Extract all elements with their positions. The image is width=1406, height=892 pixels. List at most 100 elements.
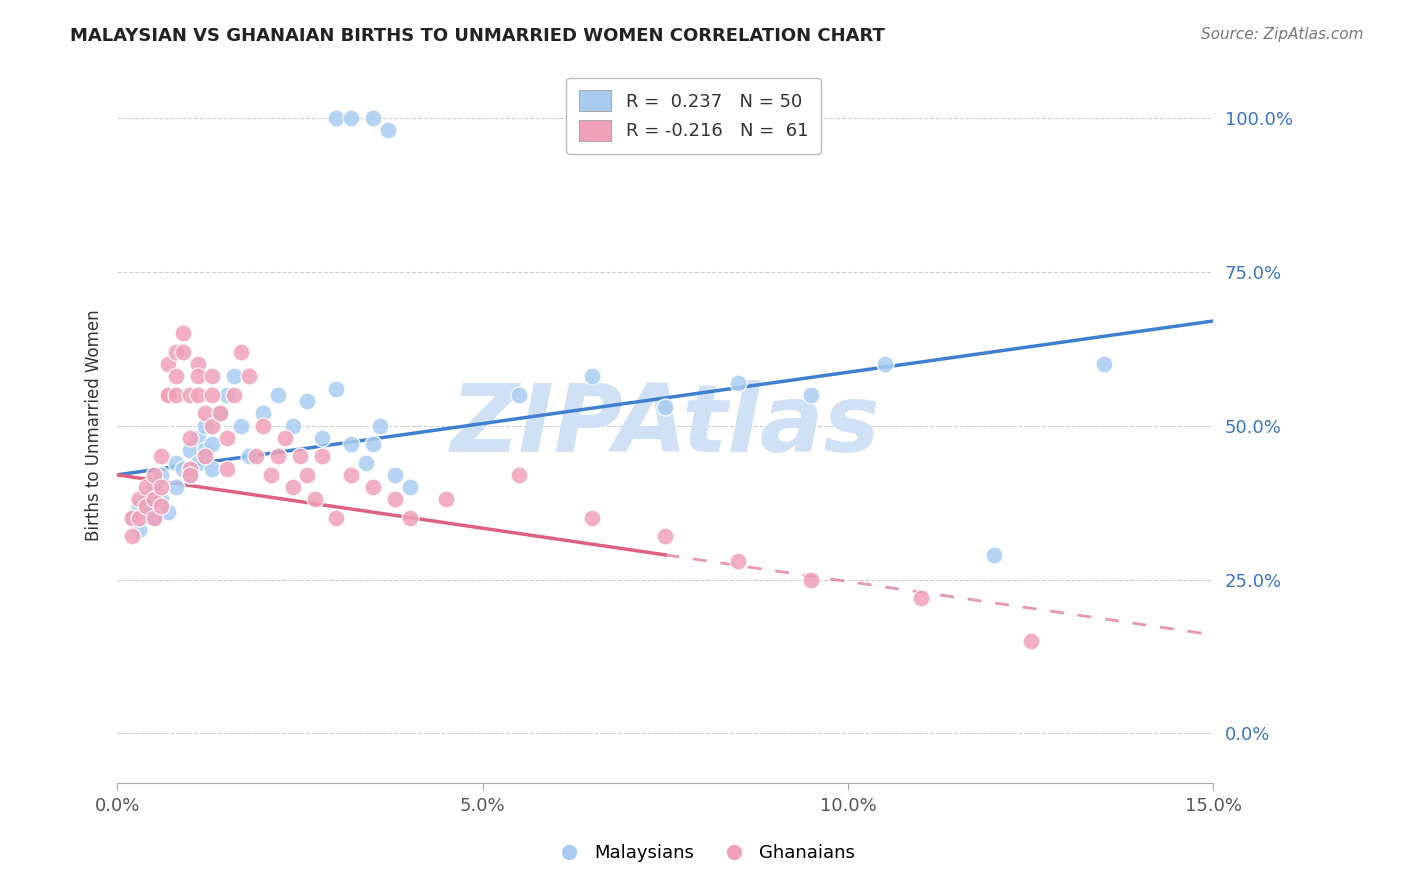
Point (128, 523, 150, 537)
Point (267, 388, 290, 402)
Point (325, 511, 347, 525)
Point (187, 357, 209, 371)
Text: ZIPAtlas: ZIPAtlas (450, 380, 880, 472)
Point (215, 388, 238, 402)
Point (201, 461, 224, 475)
Point (121, 529, 143, 543)
Point (231, 418, 253, 433)
Point (201, 388, 224, 402)
Point (361, 480, 384, 494)
Point (194, 450, 217, 464)
Point (142, 480, 165, 494)
Point (172, 326, 194, 341)
Point (165, 456, 187, 470)
Point (142, 467, 165, 482)
Point (187, 456, 209, 470)
Point (208, 406, 231, 420)
Point (311, 431, 333, 445)
Point (325, 111, 347, 125)
Point (179, 467, 201, 482)
Point (238, 369, 260, 384)
Legend: Malaysians, Ghanaians: Malaysians, Ghanaians (544, 838, 862, 870)
Legend: R =  0.237   N = 50, R = -0.216   N =  61: R = 0.237 N = 50, R = -0.216 N = 61 (567, 78, 821, 153)
Y-axis label: Births to Unmarried Women: Births to Unmarried Women (86, 310, 103, 541)
Point (245, 450, 267, 464)
Point (128, 499, 150, 513)
Point (179, 467, 201, 482)
Point (281, 480, 304, 494)
Point (150, 499, 173, 513)
Point (384, 467, 406, 482)
Point (325, 382, 347, 396)
Point (215, 431, 238, 445)
Point (398, 511, 420, 525)
Point (179, 443, 201, 458)
Point (727, 554, 749, 568)
Point (224, 369, 246, 384)
Point (873, 357, 896, 371)
Point (201, 437, 224, 451)
Point (150, 467, 173, 482)
Point (800, 573, 823, 587)
Point (727, 376, 749, 390)
Point (165, 480, 187, 494)
Point (157, 388, 180, 402)
Point (581, 369, 603, 384)
Point (165, 344, 187, 359)
Point (654, 529, 676, 543)
Point (581, 511, 603, 525)
Point (128, 492, 150, 507)
Point (142, 492, 165, 507)
Point (983, 548, 1005, 562)
Point (361, 437, 384, 451)
Point (231, 344, 253, 359)
Point (295, 394, 318, 409)
Point (1092, 357, 1115, 371)
Point (121, 511, 143, 525)
Point (157, 357, 180, 371)
Point (201, 369, 224, 384)
Point (384, 492, 406, 507)
Text: Source: ZipAtlas.com: Source: ZipAtlas.com (1201, 27, 1364, 42)
Point (1019, 634, 1042, 648)
Point (194, 406, 217, 420)
Point (800, 388, 823, 402)
Point (910, 591, 932, 605)
Point (368, 418, 391, 433)
Point (150, 480, 173, 494)
Point (135, 499, 157, 513)
Point (354, 456, 377, 470)
Point (179, 388, 201, 402)
Point (157, 388, 180, 402)
Point (224, 388, 246, 402)
Point (187, 388, 209, 402)
Point (135, 505, 157, 519)
Point (281, 418, 304, 433)
Point (157, 505, 180, 519)
Point (508, 467, 530, 482)
Point (340, 111, 363, 125)
Point (194, 418, 217, 433)
Point (135, 480, 157, 494)
Point (252, 418, 274, 433)
Point (361, 111, 384, 125)
Point (142, 511, 165, 525)
Point (215, 461, 238, 475)
Point (377, 123, 399, 137)
Point (340, 437, 363, 451)
Point (165, 369, 187, 384)
Point (135, 492, 157, 507)
Point (288, 450, 311, 464)
Point (201, 418, 224, 433)
Point (238, 450, 260, 464)
Point (128, 511, 150, 525)
Point (172, 344, 194, 359)
Point (267, 450, 290, 464)
Point (340, 467, 363, 482)
Point (434, 492, 457, 507)
Point (165, 388, 187, 402)
Point (179, 431, 201, 445)
Point (150, 492, 173, 507)
Point (252, 406, 274, 420)
Point (208, 406, 231, 420)
